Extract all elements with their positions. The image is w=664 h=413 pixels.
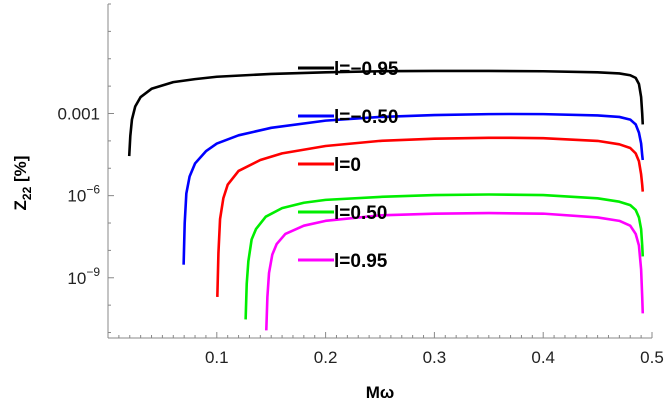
series-line-0 <box>127 69 645 157</box>
y-tick-label: 10−9 <box>67 265 100 288</box>
series-line-2 <box>216 136 645 297</box>
series-line-3 <box>244 193 645 320</box>
plot-frame <box>107 4 652 339</box>
y-tick-exponent: −9 <box>86 265 100 279</box>
y-tick-base: 10 <box>67 187 86 206</box>
legend-label: l=0 <box>334 155 361 176</box>
legend-label: l=0.50 <box>334 203 387 224</box>
series-line-1 <box>182 112 645 265</box>
x-tick-label: 0.5 <box>640 348 664 367</box>
x-axis-title: Mω <box>366 383 395 402</box>
x-tick-label: 0.3 <box>423 348 447 367</box>
x-tick-label: 0.2 <box>314 348 338 367</box>
y-axis-title: Z22 [%] <box>11 156 34 211</box>
y-axis-title-sub: 22 <box>20 186 34 200</box>
x-tick-label: 0.1 <box>205 348 229 367</box>
y-tick-label: 0.001 <box>57 105 100 124</box>
y-axis-title-unit: [%] <box>11 156 30 187</box>
series-layer <box>127 69 645 331</box>
y-tick-label: 10−6 <box>67 183 100 206</box>
y-tick-base: 10 <box>67 269 86 288</box>
series-line-4 <box>265 211 645 331</box>
legend-label: l=0.95 <box>334 251 388 272</box>
legend-label: l=−0.95 <box>334 59 399 80</box>
x-ticks: 0.1 0.2 0.3 0.4 0.5 <box>118 332 664 367</box>
y-axis-title-main: Z <box>11 200 30 210</box>
legend-label: l=−0.50 <box>334 107 398 128</box>
y-tick-exponent: −6 <box>86 183 100 197</box>
legend: l=−0.95 l=−0.50 l=0 l=0.50 l=0.95 <box>298 59 399 272</box>
x-tick-label: 0.4 <box>531 348 555 367</box>
